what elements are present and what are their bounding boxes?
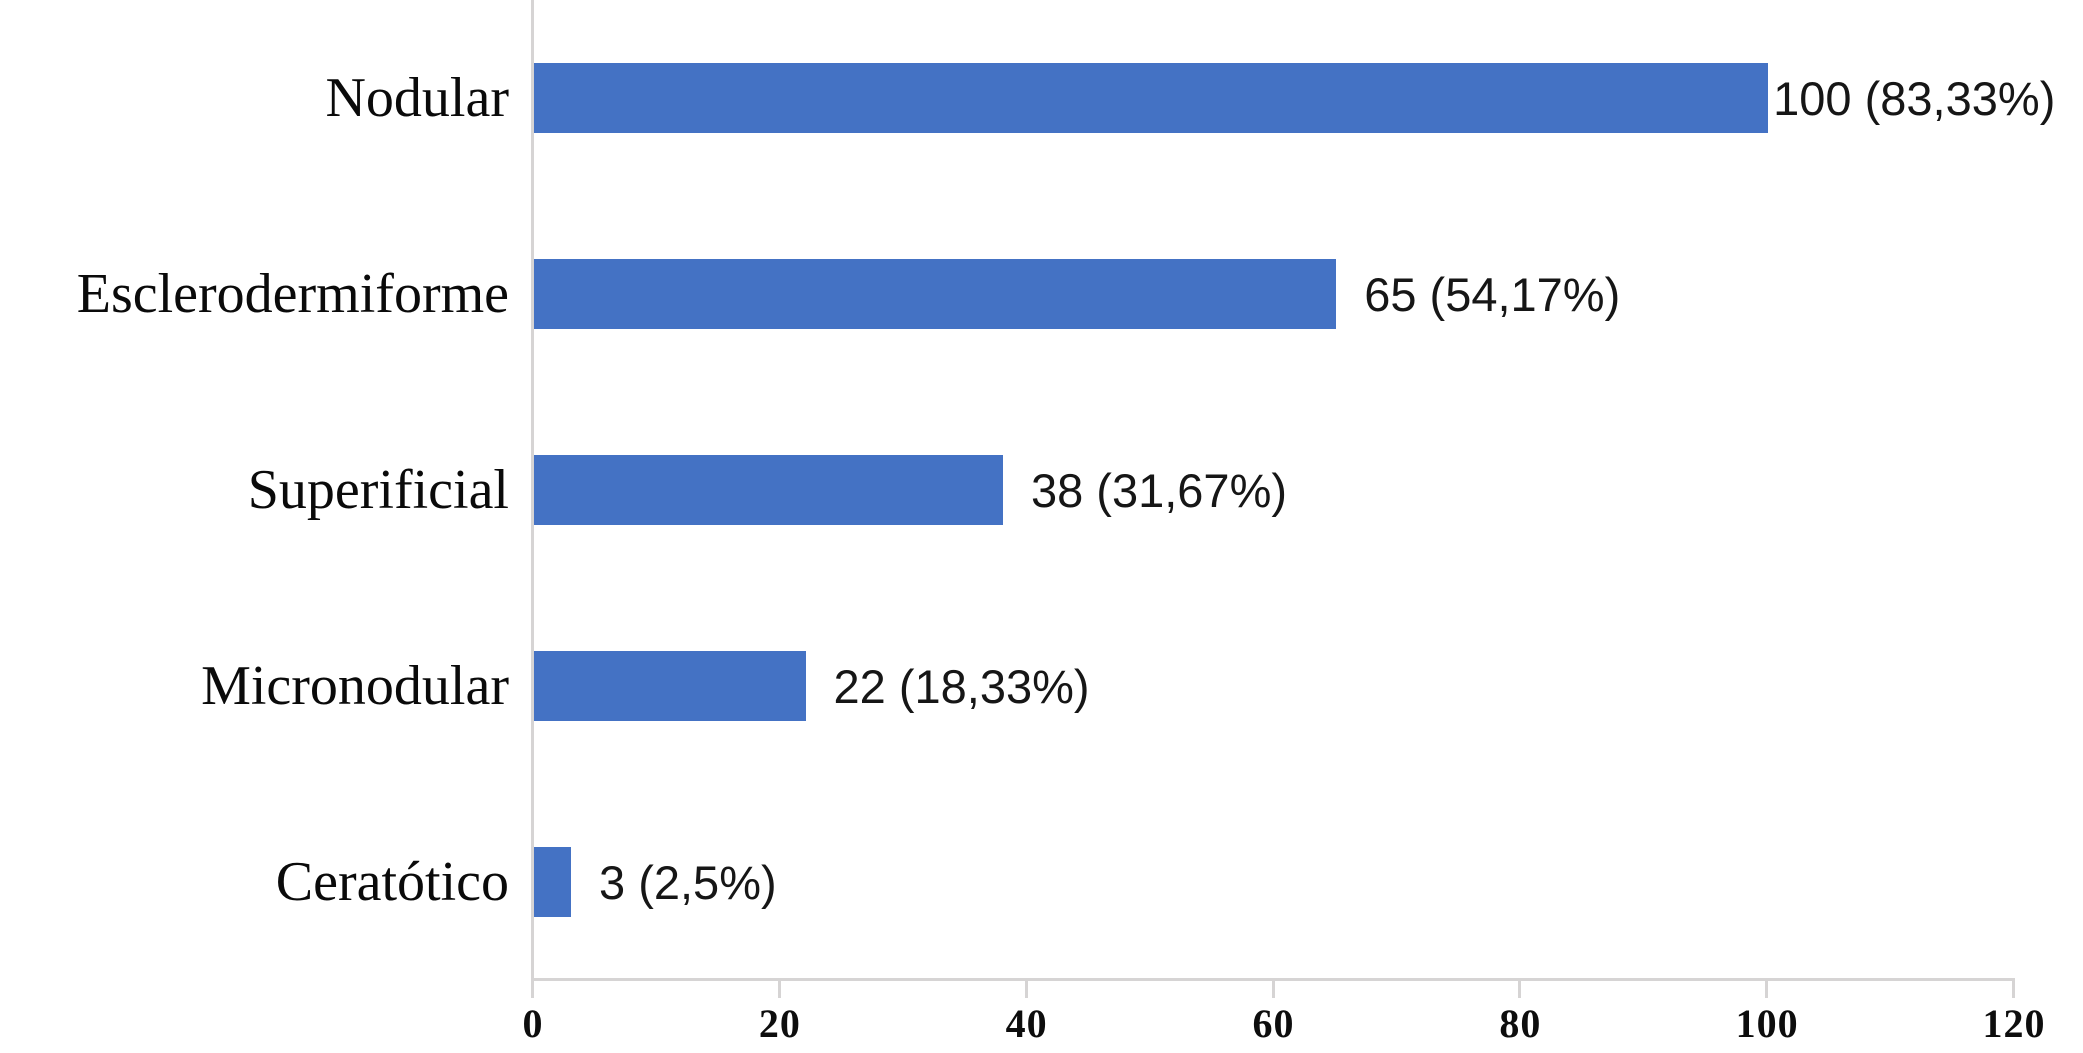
x-axis-tick-mark (2012, 981, 2015, 998)
x-axis-tick-mark (531, 981, 534, 998)
x-axis-tick-label: 100 (1735, 1001, 1799, 1046)
bar (534, 847, 572, 917)
value-label: 100 (83,33%) (1773, 71, 2056, 125)
value-label: 22 (18,33%) (833, 659, 1090, 713)
value-label: 65 (54,17%) (1364, 267, 1621, 321)
bar (534, 259, 1337, 329)
value-label: 3 (2,5%) (599, 855, 777, 909)
x-axis-tick-label: 0 (522, 1001, 544, 1046)
value-label: 38 (31,67%) (1030, 463, 1288, 517)
category-label: Ceratótico (275, 851, 509, 913)
x-axis-tick-label: 120 (1982, 1001, 2046, 1046)
x-axis-tick-mark (1765, 981, 1769, 998)
x-axis-line (531, 978, 2015, 981)
bar (534, 651, 806, 721)
category-label: Micronodular (201, 655, 509, 717)
category-label: Nodular (325, 67, 509, 129)
x-axis-tick-label: 40 (1005, 1001, 1048, 1046)
y-axis-line (531, 0, 534, 978)
category-label: Esclerodermiforme (76, 263, 509, 325)
category-label: Superificial (247, 459, 509, 521)
x-axis-tick-mark (1024, 981, 1028, 998)
bar (534, 455, 1003, 525)
x-axis-tick-mark (1271, 981, 1275, 998)
bar (534, 63, 1769, 133)
x-axis-tick-label: 20 (758, 1001, 801, 1046)
x-axis-tick-mark (1518, 981, 1522, 998)
x-axis-tick-label: 60 (1252, 1001, 1295, 1046)
x-axis-tick-label: 80 (1499, 1001, 1542, 1046)
x-axis-tick-mark (777, 981, 781, 998)
